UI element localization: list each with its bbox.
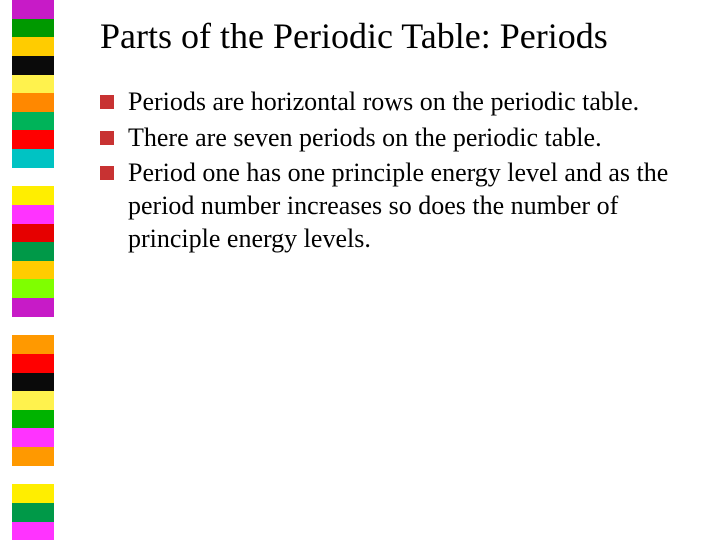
sidebar-stripe [12,317,54,336]
sidebar-stripe [12,186,54,205]
bullet-marker-icon [100,131,114,145]
sidebar-stripe [12,466,54,485]
bullet-item: There are seven periods on the periodic … [100,121,694,154]
bullet-marker-icon [100,166,114,180]
sidebar-stripe [12,428,54,447]
bullet-item: Period one has one principle energy leve… [100,156,694,256]
bullet-marker-icon [100,95,114,109]
slide-content: Parts of the Periodic Table: Periods Per… [100,16,694,258]
sidebar-stripe [12,484,54,503]
bullet-text: There are seven periods on the periodic … [128,123,602,152]
sidebar-stripe [12,279,54,298]
sidebar-stripe [12,373,54,392]
bullet-text: Period one has one principle energy leve… [128,158,668,254]
sidebar-stripe [12,112,54,131]
sidebar-stripe [12,93,54,112]
sidebar-stripe [12,149,54,168]
bullet-item: Periods are horizontal rows on the perio… [100,85,694,118]
decorative-sidebar [12,0,54,540]
sidebar-stripe [12,0,54,19]
sidebar-stripe [12,410,54,429]
sidebar-stripe [12,335,54,354]
sidebar-stripe [12,224,54,243]
sidebar-stripe [12,205,54,224]
sidebar-stripe [12,354,54,373]
bullet-text: Periods are horizontal rows on the perio… [128,87,639,116]
bullet-list: Periods are horizontal rows on the perio… [100,85,694,255]
sidebar-stripe [12,522,54,540]
sidebar-stripe [12,75,54,94]
sidebar-stripe [12,242,54,261]
sidebar-stripe [12,130,54,149]
sidebar-stripe [12,37,54,56]
slide-title: Parts of the Periodic Table: Periods [100,16,694,57]
sidebar-stripe [12,168,54,187]
sidebar-stripe [12,19,54,38]
sidebar-stripe [12,391,54,410]
sidebar-stripe [12,447,54,466]
sidebar-stripe [12,298,54,317]
sidebar-stripe [12,56,54,75]
sidebar-stripe [12,503,54,522]
sidebar-stripe [12,261,54,280]
